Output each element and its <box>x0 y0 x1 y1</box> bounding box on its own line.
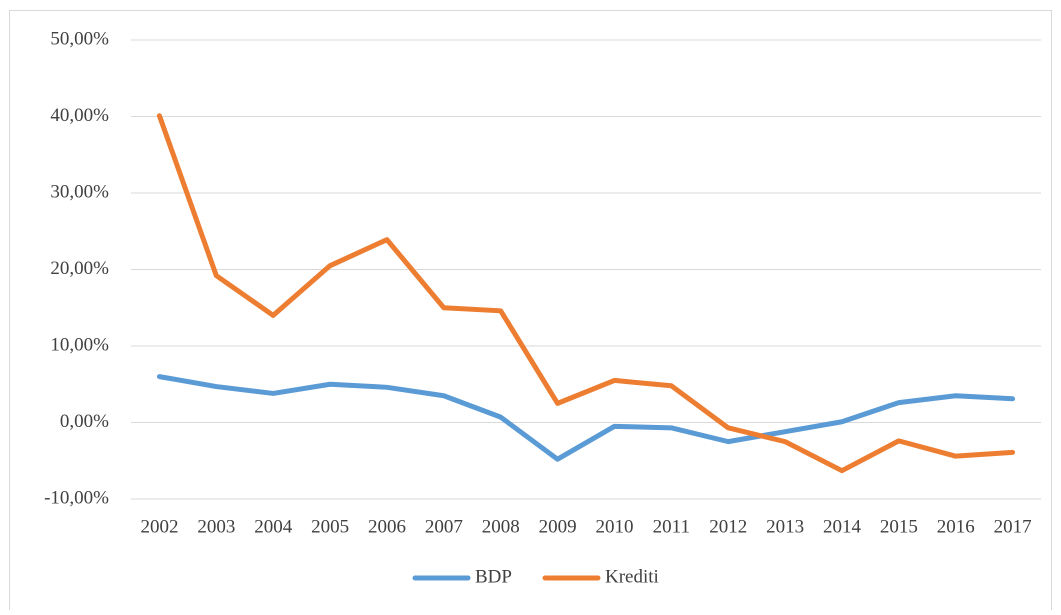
x-tick-label: 2008 <box>482 516 520 537</box>
y-tick-label: -10,00% <box>44 487 109 508</box>
x-tick-label: 2002 <box>140 516 178 537</box>
series-line <box>156 113 1016 474</box>
y-tick-label: 40,00% <box>50 105 109 126</box>
y-tick-label: 10,00% <box>50 334 109 355</box>
x-tick-label: 2005 <box>311 516 349 537</box>
x-tick-label: 2016 <box>937 516 975 537</box>
x-tick-label: 2007 <box>425 516 463 537</box>
x-tick-label: 2006 <box>368 516 406 537</box>
x-tick-label: 2014 <box>823 516 862 537</box>
x-tick-label: 2011 <box>653 516 690 537</box>
x-tick-label: 2013 <box>766 516 804 537</box>
x-tick-label: 2003 <box>197 516 235 537</box>
legend-label: BDP <box>475 566 512 587</box>
legend-label: Krediti <box>605 566 659 587</box>
series-line <box>156 374 1016 462</box>
x-tick-label: 2012 <box>709 516 747 537</box>
x-tick-label: 2010 <box>595 516 633 537</box>
x-tick-label: 2004 <box>254 516 293 537</box>
y-tick-label: 50,00% <box>50 28 109 49</box>
y-tick-label: 30,00% <box>50 181 109 202</box>
x-tick-label: 2009 <box>539 516 577 537</box>
y-tick-label: 0,00% <box>60 411 109 432</box>
chart-border <box>9 10 1052 615</box>
x-tick-label: 2017 <box>994 516 1032 537</box>
x-tick-label: 2015 <box>880 516 918 537</box>
y-tick-label: 20,00% <box>50 258 109 279</box>
